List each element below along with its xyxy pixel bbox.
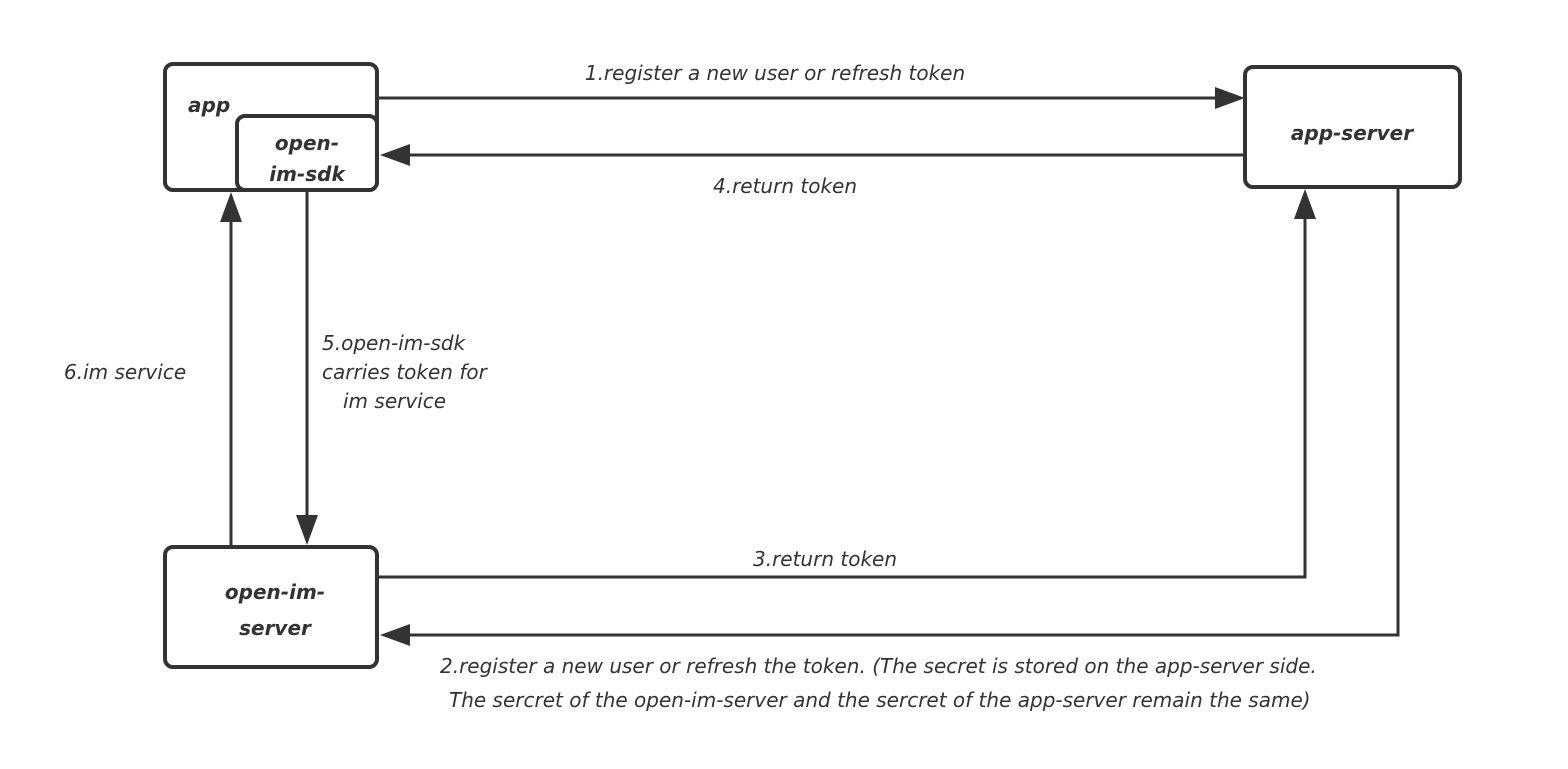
im-server-label-1: open-im- (225, 580, 325, 604)
edge-6-im-service: 6.im service (64, 192, 242, 547)
open-im-server-node: open-im- server (163, 545, 379, 669)
app-label: app (188, 93, 230, 117)
im-server-label-2: server (239, 616, 312, 640)
arrowhead-icon (296, 515, 318, 545)
open-im-sdk-node: open- im-sdk (235, 114, 379, 192)
app-server-label: app-server (1291, 121, 1414, 145)
edge-2-register-secret: 2.register a new user or refresh the tok… (380, 187, 1400, 712)
edge-3-label: 3.return token (753, 547, 897, 571)
edge-4-label: 4.return token (713, 174, 857, 198)
arrowhead-icon (380, 144, 410, 166)
edge-5-sdk-token: 5.open-im-sdk carries token for im servi… (296, 192, 489, 545)
arrowhead-icon (1294, 189, 1316, 219)
edge-1-register: 1.register a new user or refresh token (379, 61, 1245, 109)
arrowhead-icon (380, 624, 410, 646)
app-server-node: app-server (1243, 65, 1462, 189)
edge-6-label: 6.im service (64, 360, 186, 384)
edge-5-label-1: 5.open-im-sdk (322, 331, 467, 355)
edge-2-label-1: 2.register a new user or refresh the tok… (440, 654, 1317, 678)
edge-4-return-token: 4.return token (380, 144, 1245, 198)
edge-3-return-token: 3.return token (379, 189, 1316, 579)
edge-5-label-3: im service (343, 389, 446, 413)
edge-2-label-2: The sercret of the open-im-server and th… (449, 688, 1311, 712)
arrowhead-icon (1215, 87, 1245, 109)
edge-1-label: 1.register a new user or refresh token (585, 61, 965, 85)
arrowhead-icon (220, 192, 242, 222)
edge-5-label-2: carries token for (322, 360, 489, 384)
sdk-label-1: open- (275, 131, 339, 155)
sdk-label-2: im-sdk (269, 162, 346, 186)
